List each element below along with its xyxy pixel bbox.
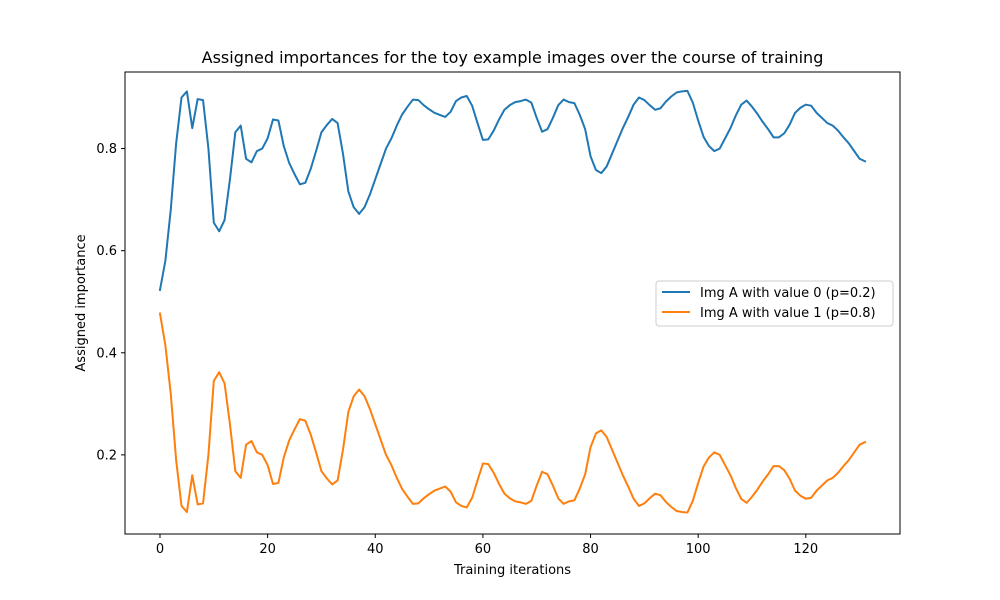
x-tick-label-2: 40: [367, 542, 384, 557]
y-tick-label-0: 0.2: [96, 448, 117, 463]
x-tick-label-3: 60: [475, 542, 492, 557]
y-tick-label-3: 0.8: [96, 142, 117, 157]
chart-title: Assigned importances for the toy example…: [202, 48, 824, 67]
series-line-1: [158, 312, 867, 514]
y-axis-label: Assigned importance: [74, 234, 89, 371]
legend-box: [655, 280, 894, 327]
x-axis: 0 20 40 60 80 100 120: [156, 534, 818, 557]
y-tick-label-1: 0.4: [96, 346, 117, 361]
series-layer: [158, 89, 867, 514]
x-tick-label-5: 100: [686, 542, 711, 557]
y-tick-label-2: 0.6: [96, 244, 117, 259]
x-tick-label-1: 20: [259, 542, 276, 557]
legend-entry-1: Img A with value 1 (p=0.8): [700, 306, 876, 321]
y-axis: 0.2 0.4 0.6 0.8: [96, 142, 125, 463]
series-line-0: [158, 89, 867, 292]
x-tick-label-0: 0: [156, 542, 164, 557]
plot-frame: [124, 71, 901, 535]
x-axis-label: Training iterations: [453, 563, 571, 578]
x-tick-label-6: 120: [793, 542, 818, 557]
legend: Img A with value 0 (p=0.2) Img A with va…: [655, 280, 894, 327]
x-tick-label-4: 80: [582, 542, 599, 557]
plot-area: [124, 71, 901, 535]
legend-entry-0: Img A with value 0 (p=0.2): [700, 286, 876, 301]
